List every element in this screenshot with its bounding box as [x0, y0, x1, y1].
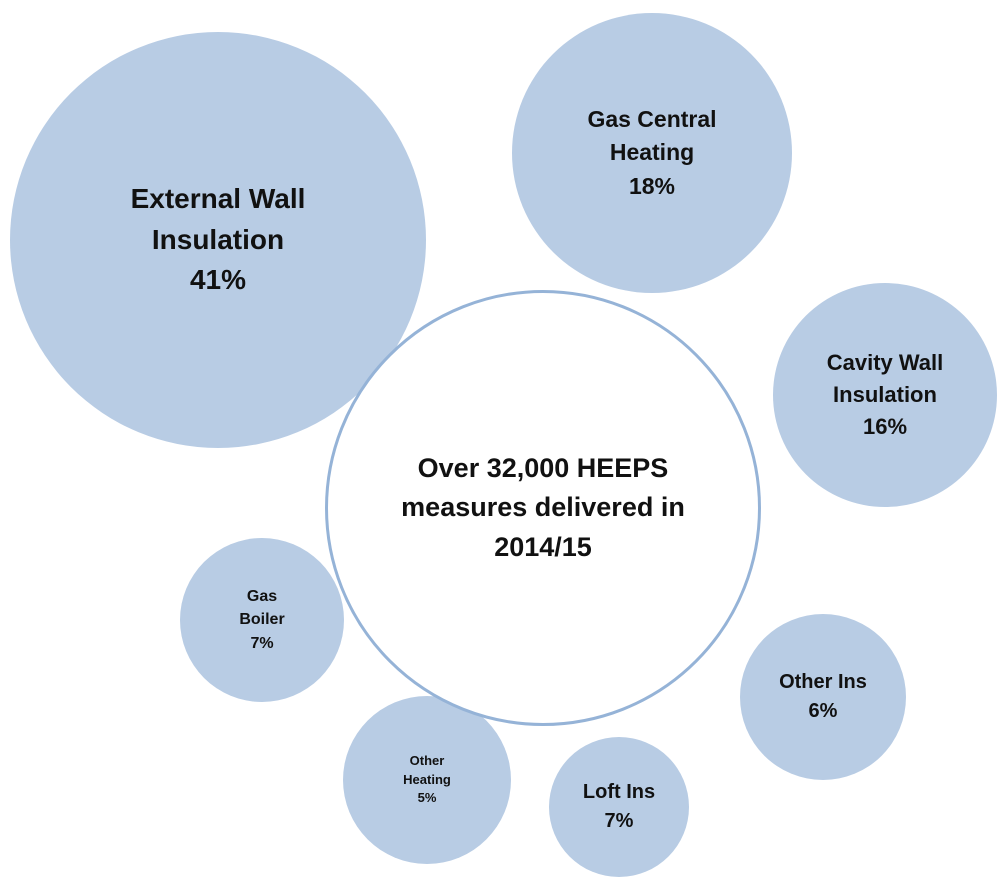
bubble: Loft Ins 7%: [549, 737, 689, 877]
bubble-value: 18%: [628, 172, 676, 199]
bubble-value: 41%: [189, 264, 247, 296]
bubble-label: External Wall Insulation: [130, 183, 306, 255]
bubble-label: Other Ins: [779, 671, 867, 693]
bubble: Gas Central Heating 18%: [512, 13, 792, 293]
bubble-label: Cavity Wall Insulation: [826, 350, 944, 408]
bubble-value: 5%: [417, 790, 437, 806]
bubble-value: 7%: [604, 810, 634, 832]
bubble: Gas Boiler 7%: [180, 538, 344, 702]
bubble: Cavity Wall Insulation 16%: [773, 283, 997, 507]
bubble: Other Heating 5%: [343, 696, 511, 864]
bubble-label: Other Heating: [403, 752, 451, 787]
bubble: Other Ins 6%: [740, 614, 906, 780]
bubble-value: 6%: [808, 700, 838, 722]
bubble-label: Loft Ins: [582, 781, 656, 803]
bubble-label: Gas Boiler: [239, 588, 285, 629]
bubble: External Wall Insulation 41%: [10, 32, 426, 448]
chart-title: Over 32,000 HEEPS measures delivered in …: [401, 453, 685, 562]
center-circle: Over 32,000 HEEPS measures delivered in …: [325, 290, 761, 726]
bubble-value: 7%: [250, 634, 274, 652]
bubble-value: 16%: [862, 413, 908, 439]
bubble-label: Gas Central Heating: [587, 105, 717, 166]
